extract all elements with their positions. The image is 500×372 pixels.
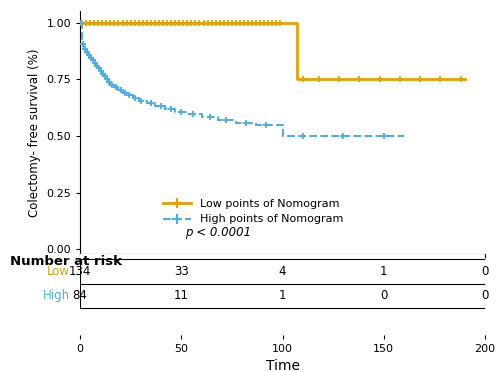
Text: Low: Low (47, 265, 70, 278)
Text: 0: 0 (482, 289, 488, 302)
Text: High: High (43, 289, 70, 302)
Text: 33: 33 (174, 265, 188, 278)
Text: p < 0.0001: p < 0.0001 (186, 226, 252, 239)
Text: 4: 4 (279, 265, 286, 278)
Legend: Low points of Nomogram, High points of Nomogram: Low points of Nomogram, High points of N… (158, 195, 348, 229)
Text: Number at risk: Number at risk (10, 255, 122, 268)
Text: 134: 134 (69, 265, 91, 278)
Text: 0: 0 (380, 289, 388, 302)
Text: 84: 84 (72, 289, 88, 302)
Text: 11: 11 (174, 289, 189, 302)
Text: 1: 1 (380, 265, 388, 278)
Text: 1: 1 (279, 289, 286, 302)
X-axis label: Time: Time (266, 359, 300, 372)
Text: 0: 0 (482, 265, 488, 278)
Y-axis label: Colectomy- free survival (%): Colectomy- free survival (%) (28, 48, 40, 217)
